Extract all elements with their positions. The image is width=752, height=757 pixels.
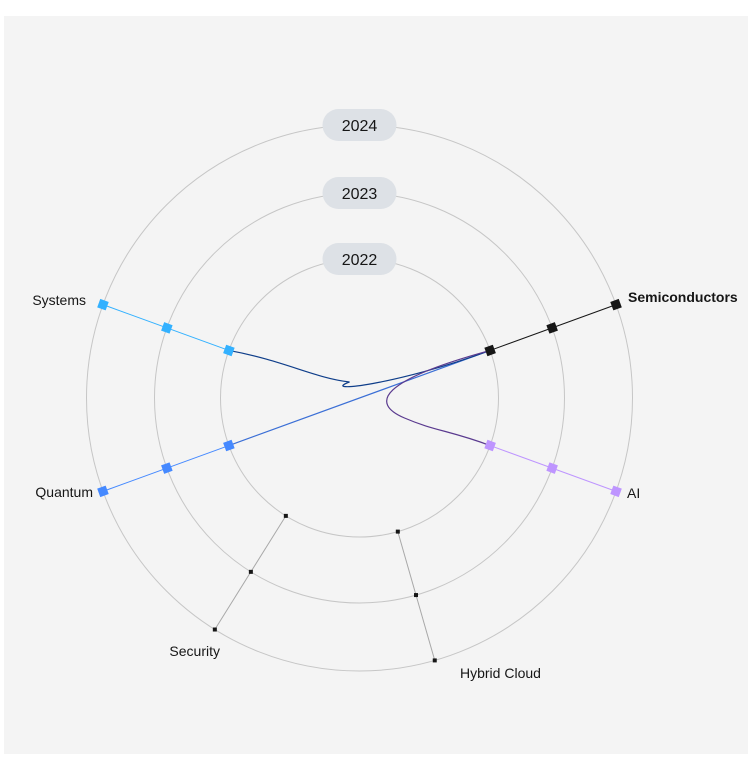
axis-label-hybrid-cloud[interactable]: Hybrid Cloud — [460, 665, 541, 681]
marker-quantum-2023[interactable] — [161, 462, 173, 474]
connector-ai — [386, 349, 491, 447]
marker-semiconductors-2024[interactable] — [610, 298, 622, 311]
year-pill-2023 — [322, 177, 397, 209]
axis-label-security[interactable]: Security — [169, 643, 220, 659]
year-pill-2022 — [322, 243, 397, 275]
year-label-2022: 2022 — [342, 252, 378, 269]
marker-ai-2024[interactable] — [610, 485, 622, 498]
year-pill-2024 — [322, 109, 397, 141]
marker-systems-2023[interactable] — [161, 322, 173, 334]
marker-systems-2024[interactable] — [97, 298, 109, 311]
marker-hybrid-cloud-2023[interactable] — [414, 593, 419, 598]
marker-systems-2022[interactable] — [223, 344, 235, 357]
axis-label-ai[interactable]: AI — [627, 485, 640, 501]
marker-hybrid-cloud-2022[interactable] — [395, 529, 400, 534]
marker-ai-2023[interactable] — [546, 462, 558, 474]
marker-quantum-2022[interactable] — [223, 439, 235, 452]
marker-ai-2022[interactable] — [484, 439, 496, 452]
year-label-2024: 2024 — [342, 118, 378, 135]
axis-label-semiconductors[interactable]: Semiconductors — [628, 289, 738, 305]
marker-security-2022[interactable] — [283, 513, 288, 518]
marker-security-2024[interactable] — [212, 627, 217, 632]
marker-semiconductors-2023[interactable] — [546, 322, 558, 334]
year-label-2023: 2023 — [342, 186, 378, 203]
axis-label-quantum[interactable]: Quantum — [35, 484, 93, 500]
marker-quantum-2024[interactable] — [97, 485, 109, 498]
marker-security-2023[interactable] — [248, 569, 253, 574]
connector-systems — [228, 349, 491, 388]
marker-semiconductors-2022[interactable] — [484, 344, 496, 357]
connector-quantum — [228, 349, 491, 447]
axis-label-systems[interactable]: Systems — [32, 292, 86, 308]
marker-hybrid-cloud-2024[interactable] — [432, 658, 437, 663]
